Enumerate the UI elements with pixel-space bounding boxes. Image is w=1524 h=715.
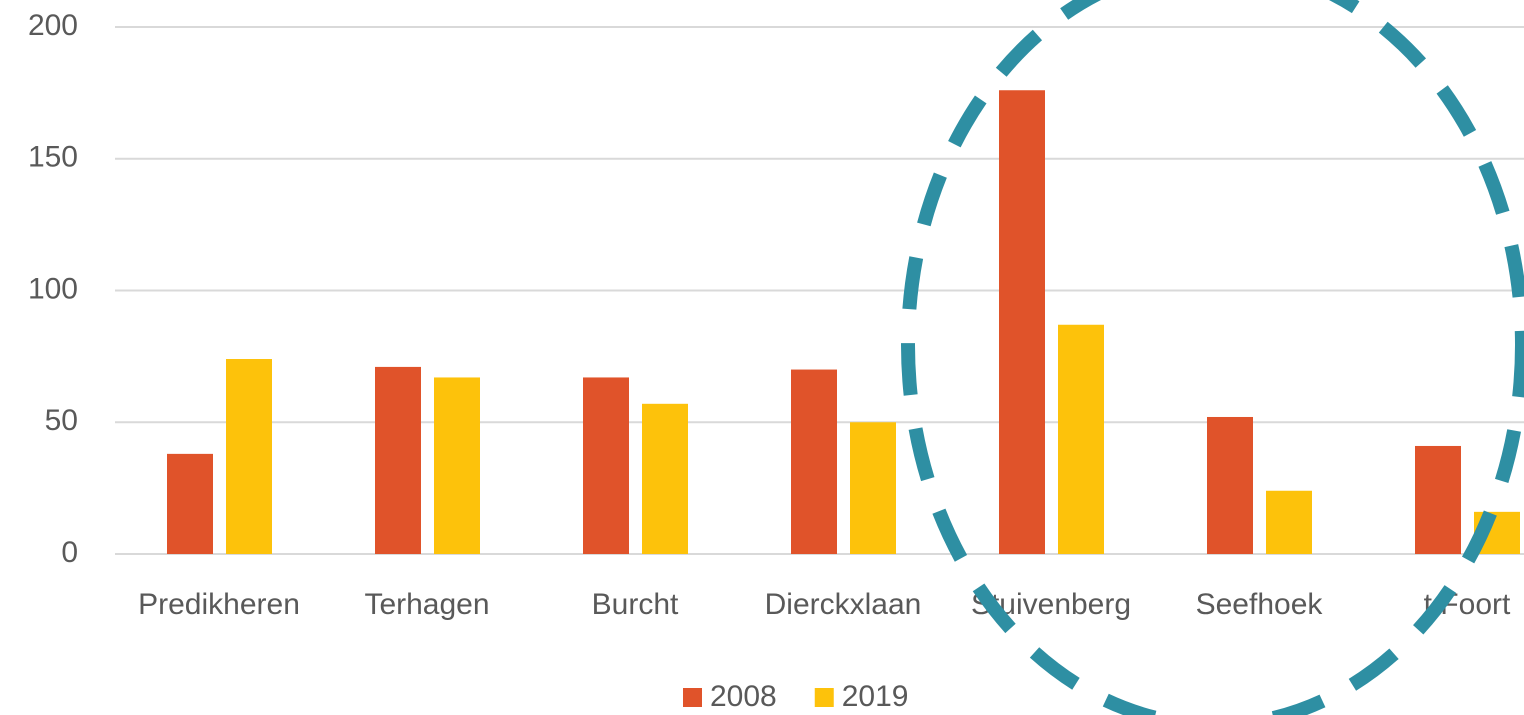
bar: [642, 403, 688, 554]
bar: [226, 359, 272, 554]
x-tick-label: Dierckxlaan: [765, 588, 922, 621]
bar: [167, 453, 213, 554]
bar: [1415, 445, 1461, 554]
y-tick-label: 150: [28, 141, 78, 174]
x-tick-label: Seefhoek: [1196, 588, 1324, 621]
bar: [999, 90, 1045, 555]
bar: [1058, 324, 1104, 554]
bar: [791, 369, 837, 554]
legend-swatch: [814, 688, 834, 707]
y-tick-label: 200: [28, 9, 78, 42]
highlight-circle: [901, 0, 1524, 715]
y-tick-label: 0: [61, 536, 78, 569]
bar: [434, 377, 480, 554]
x-tick-label: Terhagen: [364, 588, 489, 621]
bar: [375, 366, 421, 554]
bar: [850, 422, 896, 554]
bar: [1266, 490, 1312, 554]
bar: [583, 377, 629, 554]
legend-swatch: [683, 688, 702, 707]
y-tick-label: 100: [28, 272, 78, 305]
y-tick-label: 50: [45, 404, 78, 437]
legend-label: 2008: [710, 680, 777, 713]
legend-label: 2019: [842, 680, 909, 713]
x-tick-label: Burcht: [592, 588, 679, 621]
x-tick-label: Predikheren: [138, 588, 300, 621]
bar: [1207, 416, 1253, 554]
